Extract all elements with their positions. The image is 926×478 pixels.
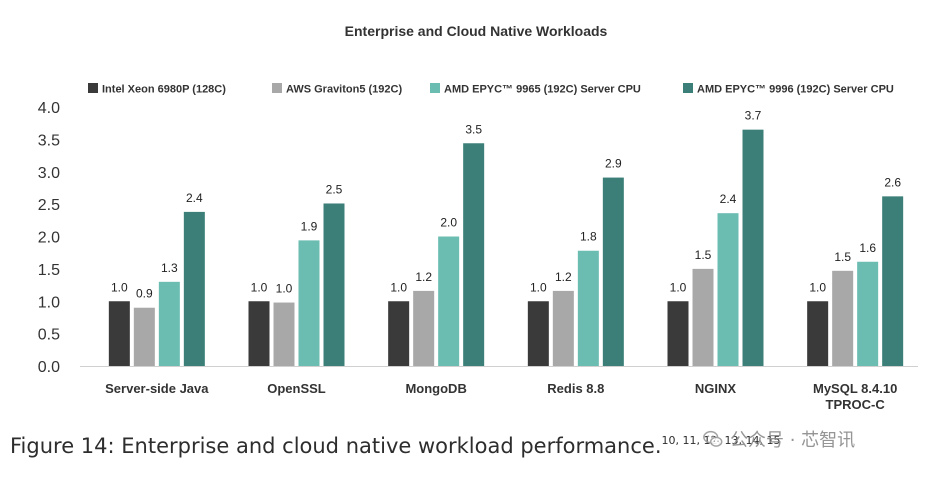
data-label: 2.0 [440, 216, 457, 230]
data-label: 3.7 [745, 109, 762, 123]
x-tick-label: MongoDB [405, 381, 466, 396]
y-axis: 0.0 0.5 1.0 1.5 2.0 2.5 3.0 3.5 4.0 [38, 100, 60, 376]
data-label: 0.9 [136, 287, 153, 301]
data-label: 1.0 [251, 280, 268, 294]
bar [463, 143, 485, 366]
bar [133, 307, 155, 366]
data-label: 2.4 [720, 192, 737, 206]
y-tick-label: 0.5 [38, 327, 60, 344]
data-label: 1.9 [301, 219, 318, 233]
bar [577, 250, 599, 366]
data-label: 2.4 [186, 191, 203, 205]
watermark: 公众号 · 芯智讯 [702, 426, 855, 452]
wechat-icon [703, 430, 723, 447]
bar [692, 268, 714, 366]
bar [323, 203, 345, 366]
x-tick-label: Server-side Java [105, 381, 209, 396]
x-tick-label: MySQL 8.4.10 TPROC-C [813, 381, 897, 412]
data-label: 1.6 [859, 241, 876, 255]
data-label: 2.9 [605, 157, 622, 171]
x-tick-label-line: OpenSSL [267, 381, 326, 396]
legend: Intel Xeon 6980P (128C) AWS Graviton5 (19… [88, 83, 894, 96]
y-tick-label: 3.5 [38, 132, 60, 149]
data-label: 3.5 [465, 122, 482, 136]
bar [388, 301, 410, 366]
data-label: 2.5 [326, 182, 343, 196]
data-label: 1.0 [530, 280, 547, 294]
bar [807, 301, 829, 366]
bar [717, 213, 739, 366]
figure-caption: Figure 14: Enterprise and cloud native w… [10, 434, 780, 458]
data-label: 1.0 [276, 282, 293, 296]
x-tick-label-line: Redis 8.8 [547, 381, 604, 396]
bar [413, 290, 435, 366]
y-tick-label: 2.5 [38, 197, 60, 214]
data-label: 1.0 [390, 280, 407, 294]
bar [667, 301, 689, 366]
bar-chart: Enterprise and Cloud Native Workloads In… [38, 23, 918, 412]
data-label: 1.0 [111, 280, 128, 294]
bar [438, 236, 460, 366]
bar [832, 270, 854, 366]
x-tick-label: OpenSSL [267, 381, 326, 396]
data-label: 1.3 [161, 261, 178, 275]
bar [857, 261, 879, 366]
data-label: 1.5 [834, 250, 851, 264]
bar [248, 301, 270, 366]
legend-label: Intel Xeon 6980P (128C) [102, 84, 226, 96]
data-label: 1.0 [809, 280, 826, 294]
y-tick-label: 1.5 [38, 262, 60, 279]
bar [183, 211, 205, 366]
legend-swatch [88, 83, 98, 93]
data-label: 2.6 [884, 175, 901, 189]
data-label: 1.2 [415, 270, 432, 284]
x-tick-label-line: MongoDB [405, 381, 466, 396]
bar [882, 196, 904, 366]
legend-swatch [683, 83, 693, 93]
bar [552, 290, 574, 366]
x-tick-label-line: TPROC-C [826, 397, 886, 412]
x-tick-label: NGINX [695, 381, 737, 396]
x-tick-label: Redis 8.8 [547, 381, 604, 396]
legend-label: AMD EPYC™ 9965 (192C) Server CPU [444, 84, 641, 96]
y-tick-label: 2.0 [38, 230, 60, 247]
data-label: 1.5 [695, 248, 712, 262]
watermark-text: 公众号 · 芯智讯 [730, 430, 856, 451]
bars: 1.0 0.9 1.3 2.4 1.0 1.0 1.9 2.5 1.0 1.2 2.0 3.5 1.0 1… [108, 109, 904, 366]
data-label: 1.2 [555, 270, 572, 284]
bar [742, 129, 764, 366]
y-tick-label: 4.0 [38, 100, 60, 117]
legend-label: AMD EPYC™ 9996 (192C) Server CPU [697, 84, 894, 96]
data-label: 1.8 [580, 230, 597, 244]
legend-swatch [272, 83, 282, 93]
y-tick-label: 3.0 [38, 165, 60, 182]
bar [298, 240, 320, 366]
y-tick-label: 0.0 [38, 359, 60, 376]
bar [158, 281, 180, 366]
legend-swatch [430, 83, 440, 93]
x-tick-label-line: Server-side Java [105, 381, 209, 396]
x-tick-label-line: NGINX [695, 381, 737, 396]
bar [273, 302, 295, 366]
data-label: 1.0 [670, 280, 687, 294]
legend-label: AWS Graviton5 (192C) [286, 84, 402, 96]
x-tick-label-line: MySQL 8.4.10 [813, 381, 897, 396]
caption-text: Figure 14: Enterprise and cloud native w… [10, 434, 662, 458]
bar [527, 301, 549, 366]
bar [602, 177, 624, 366]
chart-title: Enterprise and Cloud Native Workloads [345, 23, 608, 39]
bar [108, 301, 130, 366]
y-tick-label: 1.0 [38, 294, 60, 311]
x-axis: Server-side Java OpenSSL MongoDB Redis 8.8 N… [80, 366, 918, 412]
